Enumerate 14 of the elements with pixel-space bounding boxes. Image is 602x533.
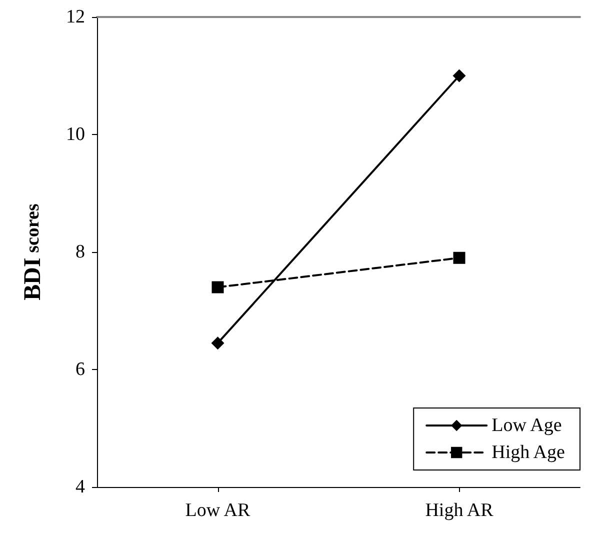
x-tick-label: Low AR <box>185 500 251 521</box>
point <box>211 336 224 350</box>
y-tick-label: 12 <box>66 6 85 28</box>
y-tick-label: 6 <box>76 359 85 380</box>
y-axis-title: BDI scores <box>20 204 46 300</box>
legend-label: High Age <box>492 442 565 463</box>
y-tick-label: 4 <box>76 476 86 498</box>
point <box>452 69 466 82</box>
point <box>212 281 224 294</box>
legend-label: Low Age <box>492 415 562 436</box>
y-tick-label: 10 <box>66 124 85 145</box>
y-tick-label: 8 <box>76 242 85 262</box>
x-tick-label: High AR <box>425 500 494 521</box>
point <box>453 252 466 264</box>
